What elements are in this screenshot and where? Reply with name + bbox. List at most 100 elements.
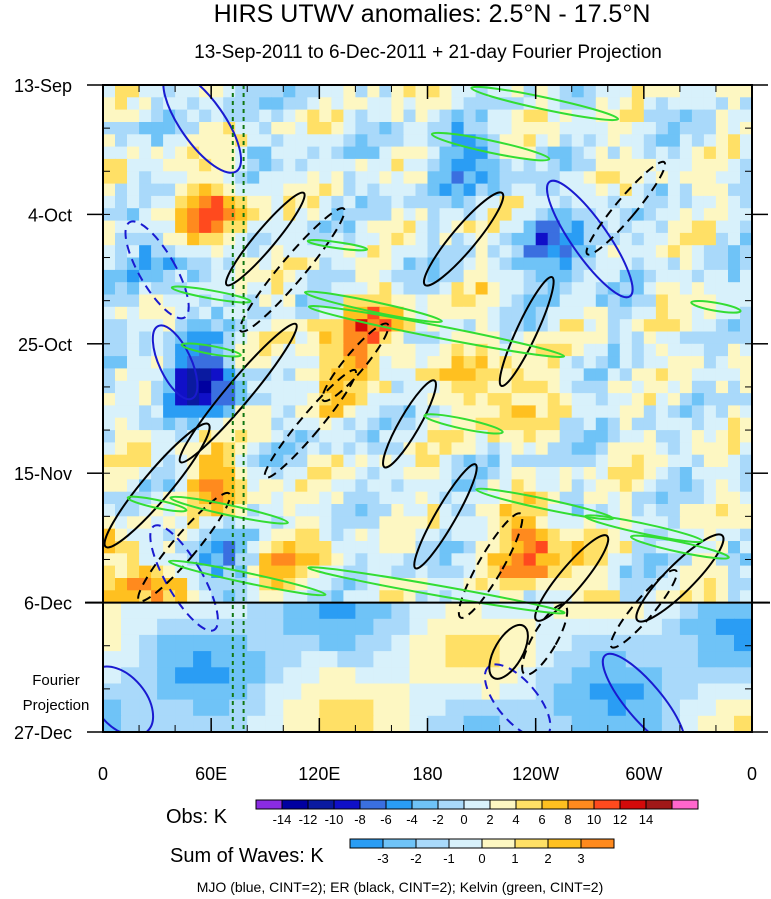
projection-cell [553, 651, 573, 668]
obs-cell [439, 171, 453, 185]
obs-cell [619, 97, 633, 111]
obs-cell [619, 232, 633, 246]
obs-cell [679, 565, 693, 579]
obs-cell [367, 245, 380, 259]
obs-cell [295, 319, 308, 333]
er-contour [382, 379, 437, 469]
obs-cell [355, 405, 368, 419]
obs-cell [367, 430, 380, 443]
obs-cell [367, 516, 380, 530]
obs-cell [463, 294, 477, 308]
obs-cell [463, 269, 477, 283]
obs-cell [235, 553, 248, 567]
obs-cell [655, 232, 669, 246]
obs-cell [487, 442, 501, 456]
obs-cell [547, 417, 561, 431]
obs-cell [547, 306, 561, 320]
obs-cell [271, 134, 284, 148]
obs-cell [355, 122, 368, 135]
projection-cell [445, 618, 465, 636]
projection-cell [175, 618, 194, 636]
obs-cell [691, 356, 705, 369]
obs-cell [583, 183, 597, 197]
waves-colorbar: -3 -2 -1 0 1 2 3 [349, 838, 615, 866]
obs-cell [379, 343, 392, 357]
obs-cell [283, 467, 296, 480]
obs-cell [475, 245, 489, 259]
obs-cell [475, 528, 489, 542]
obs-cell [307, 134, 320, 148]
obs-cell [715, 158, 729, 172]
obs-cell [535, 368, 549, 382]
obs-cell [271, 282, 284, 296]
obs-cell [535, 578, 549, 591]
obs-cell [691, 541, 705, 554]
projection-cell [697, 634, 717, 652]
mjo-contour [546, 179, 634, 299]
projection-cell [427, 699, 447, 717]
obs-cell [703, 516, 717, 530]
obs-cell [679, 208, 693, 222]
obs-cell [715, 479, 729, 493]
obs-cell [403, 331, 417, 345]
obs-cell [451, 232, 465, 246]
obs-cell [607, 158, 621, 172]
obs-cell [283, 220, 296, 234]
projection-cell [157, 651, 176, 668]
obs-cell [595, 294, 609, 308]
obs-cell [715, 232, 729, 246]
obs-cell [535, 405, 549, 419]
obs-cell [559, 319, 573, 333]
obs-cell [487, 343, 501, 357]
obs-cell [487, 380, 501, 394]
obs-cell [631, 109, 645, 123]
obs-cell [379, 146, 392, 160]
obs-cell [631, 269, 645, 283]
obs-cell [331, 479, 344, 493]
obs-cell [391, 245, 404, 259]
obs-cell [151, 430, 164, 443]
obs-cell [559, 368, 573, 382]
obs-cell [391, 516, 404, 530]
obs-cell [595, 245, 609, 259]
obs-cell [655, 504, 669, 517]
obs-cell [487, 294, 501, 308]
obs-cell [499, 171, 513, 185]
obs-cell [379, 232, 392, 246]
obs-cell [631, 578, 645, 591]
obs-cell [475, 356, 489, 369]
obs-cell [379, 208, 392, 222]
obs-cell [247, 553, 260, 567]
obs-cell [523, 553, 537, 567]
obs-cell [728, 319, 741, 333]
obs-cell [619, 171, 633, 185]
obs-cell [103, 134, 116, 148]
obs-cell [355, 85, 368, 98]
projection-cell [301, 715, 320, 732]
colorbar-tick-label: 4 [512, 812, 519, 827]
obs-cell [740, 245, 752, 259]
obs-cell [103, 257, 116, 271]
obs-cell [415, 479, 429, 493]
obs-cell [703, 195, 717, 209]
obs-cell [211, 269, 224, 283]
obs-cell [403, 109, 417, 123]
obs-cell [439, 368, 453, 382]
obs-cell [151, 442, 164, 456]
obs-cell [427, 368, 441, 382]
obs-cell [451, 541, 465, 554]
obs-cell [475, 491, 489, 505]
projection-cell [391, 634, 410, 652]
obs-cell [439, 109, 453, 123]
obs-cell [451, 269, 465, 283]
obs-cell [295, 257, 308, 271]
obs-cell [583, 257, 597, 271]
obs-cell [355, 195, 368, 209]
projection-cell [139, 683, 158, 701]
obs-cell [439, 269, 453, 283]
obs-cell [139, 430, 152, 443]
colorbar-box [671, 799, 699, 810]
obs-cell [607, 590, 621, 604]
obs-cell [259, 590, 272, 604]
projection-cell [175, 651, 194, 668]
